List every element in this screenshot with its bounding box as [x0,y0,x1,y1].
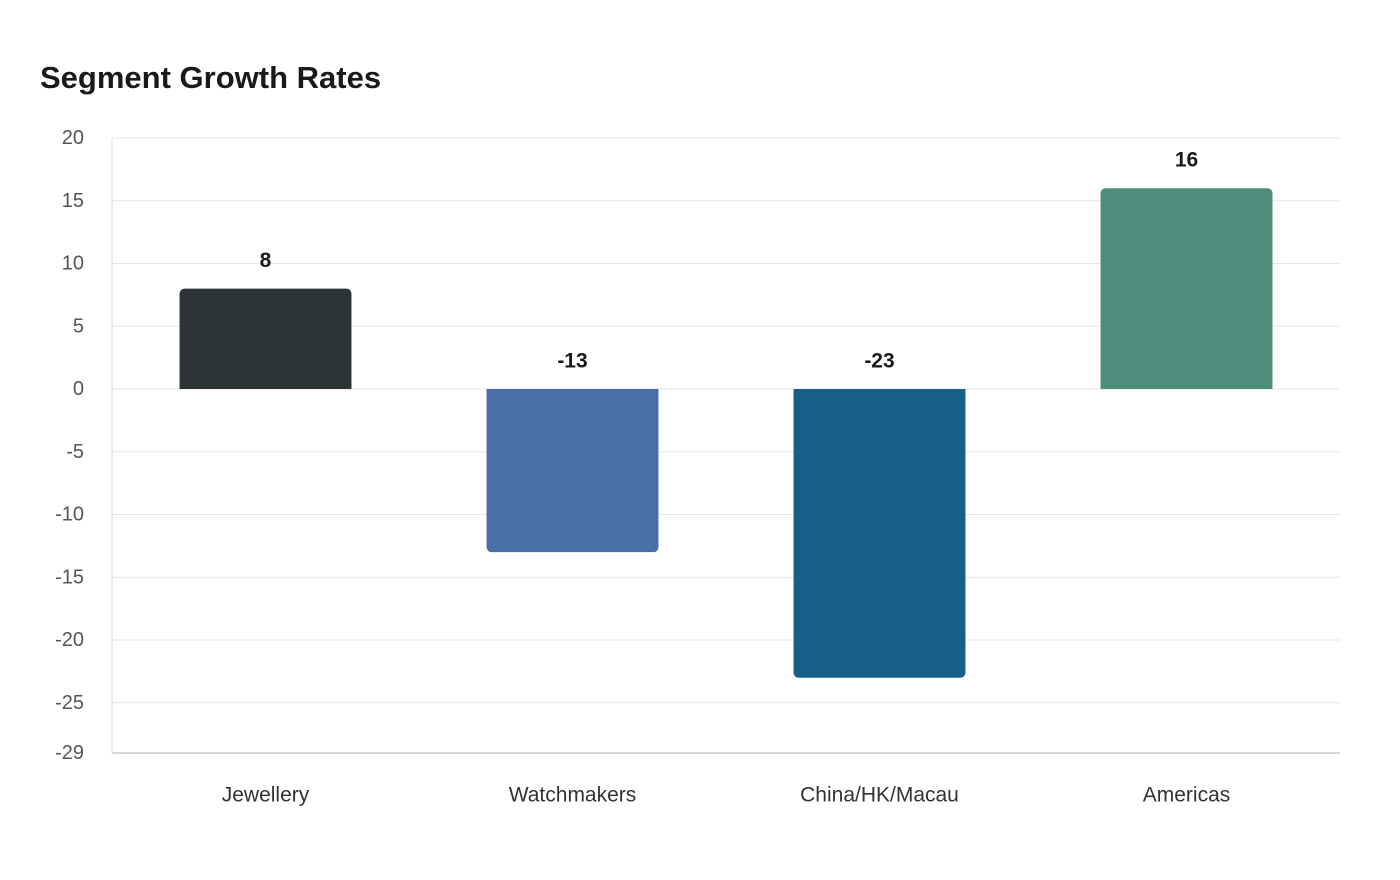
bar-watchmakers [486,389,659,553]
category-labels: Jewellery Watchmakers China/HK/Macau Americ… [222,784,1231,807]
bar [793,389,966,678]
bars [179,188,1273,678]
bar-base [486,389,659,396]
bar [486,389,659,553]
y-tick-label: -29 [55,742,84,764]
value-labels: 8 -13 -23 16 [260,149,1199,373]
axes [111,138,1340,754]
y-tick-label: -20 [55,629,84,651]
data-label: -13 [557,350,587,373]
bar-base [179,383,352,390]
y-tick-label: 15 [62,190,84,212]
y-tick-label: -5 [66,441,84,463]
bar-china-hk-macau [793,389,966,678]
data-label: -23 [864,350,894,373]
data-label: 8 [260,249,272,272]
grid-lines [112,137,1340,704]
y-axis-ticks: 20 15 10 5 0 -5 -10 -15 -20 -25 -29 [55,127,84,764]
y-tick-label: -25 [55,692,84,714]
bar-jewellery [179,288,352,390]
bar [179,288,352,390]
y-tick-label: -10 [55,504,84,526]
bar-americas [1100,188,1273,390]
y-tick-label: 0 [73,378,84,400]
bar [1100,188,1273,390]
data-label: 16 [1175,149,1198,172]
y-tick-label: 5 [73,315,84,337]
y-tick-label: 20 [62,127,84,149]
y-tick-label: 10 [62,253,84,275]
category-label: Watchmakers [509,784,637,807]
category-label: Americas [1143,784,1231,807]
category-label: China/HK/Macau [800,784,959,807]
bar-base [793,389,966,396]
chart-title: Segment Growth Rates [40,60,382,95]
y-tick-label: -15 [55,566,84,588]
category-label: Jewellery [222,784,310,807]
bar-base [1100,383,1273,390]
